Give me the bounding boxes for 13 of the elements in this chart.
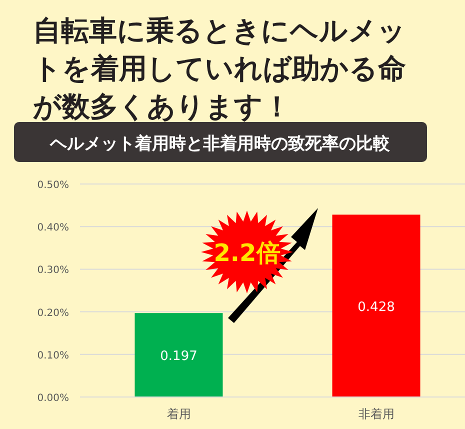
y-tick-label: 0.50% (37, 180, 69, 191)
data-label: 0.197 (160, 349, 198, 364)
y-tick-label: 0.10% (37, 350, 69, 362)
data-label: 0.428 (358, 300, 395, 315)
chart-title: 自転車に乗るときにヘルメットを着用していれば助かる命が数多くあります！ (33, 14, 406, 123)
x-tick-label: 非着用 (358, 407, 394, 421)
annotation: 2.2倍 (214, 239, 280, 267)
y-tick-label: 0.40% (37, 222, 69, 234)
x-tick-label: 着用 (166, 407, 191, 421)
chart-subtitle: ヘルメット着用時と非着用時の致死率の比較 (49, 134, 391, 154)
y-tick-label: 0.00% (37, 393, 69, 404)
y-tick-label: 0.20% (37, 308, 69, 319)
y-tick-label: 0.30% (37, 265, 69, 276)
